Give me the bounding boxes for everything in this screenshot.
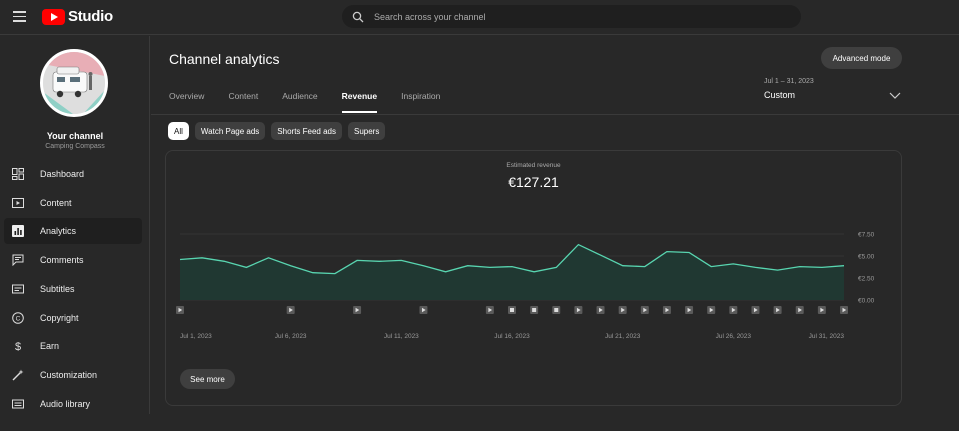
date-range-text: Jul 1 – 31, 2023 [764,78,814,85]
tab-inspiration[interactable]: Inspiration [401,91,440,113]
sidebar-item-label: Earn [40,341,59,351]
y-tick-label: €0.00 [858,298,875,305]
chip-all[interactable]: All [168,122,189,140]
date-choice-text: Custom [764,90,814,100]
x-tick-label: Jul 6, 2023 [275,333,307,340]
sidebar-item-analytics[interactable]: Analytics [4,218,142,244]
sidebar-item-subtitles[interactable]: Subtitles [4,276,142,302]
sidebar-item-copyright[interactable]: C Copyright [4,305,142,331]
shorts-icon [554,308,558,312]
metric-value: €127.21 [166,174,901,190]
sidebar: Your channel Camping Compass Dashboard C… [0,36,150,414]
chip-watch-page-ads[interactable]: Watch Page ads [195,122,265,140]
y-tick-label: €7.50 [858,232,875,239]
main-content: Channel analytics Advanced mode Overview… [151,36,959,414]
y-tick-label: €5.00 [858,254,875,261]
comments-icon [12,254,24,266]
studio-logo[interactable]: Studio [42,8,113,25]
sidebar-item-label: Audio library [40,399,90,409]
channel-label: Your channel [0,131,150,141]
channel-avatar[interactable] [40,49,108,117]
sidebar-item-dashboard[interactable]: Dashboard [4,161,142,187]
sidebar-item-audio-library[interactable]: Audio library [4,391,142,417]
search-placeholder: Search across your channel [374,12,486,22]
sidebar-item-label: Dashboard [40,169,84,179]
earn-icon: $ [12,340,24,352]
x-tick-label: Jul 26, 2023 [716,333,752,340]
date-range-picker[interactable]: Jul 1 – 31, 2023 Custom [764,78,814,100]
area-fill [180,245,844,300]
x-tick-label: Jul 1, 2023 [180,333,212,340]
chip-shorts-feed-ads[interactable]: Shorts Feed ads [271,122,342,140]
sidebar-item-comments[interactable]: Comments [4,247,142,273]
tab-revenue[interactable]: Revenue [342,91,377,113]
sidebar-item-label: Content [40,198,72,208]
menu-icon[interactable] [13,11,26,22]
sidebar-item-label: Subtitles [40,284,75,294]
content-icon [12,197,24,209]
channel-name: Camping Compass [0,143,150,150]
revenue-card: Estimated revenue €127.21 €0.00 €2.50 €5.0… [165,150,902,406]
x-tick-label: Jul 31, 2023 [809,333,845,340]
tab-bar: Overview Content Audience Revenue Inspir… [169,91,464,113]
see-more-button[interactable]: See more [180,369,235,389]
tab-content[interactable]: Content [228,91,258,113]
sidebar-item-label: Copyright [40,313,79,323]
youtube-play-icon [42,9,65,25]
svg-text:$: $ [15,341,21,352]
customization-icon [12,369,24,381]
tab-audience[interactable]: Audience [282,91,317,113]
shorts-icon [532,308,536,312]
analytics-icon [12,225,24,237]
audio-library-icon [12,398,24,410]
sidebar-item-earn[interactable]: $ Earn [4,333,142,359]
x-tick-label: Jul 11, 2023 [384,333,419,340]
search-icon [352,11,364,23]
svg-text:C: C [16,315,21,322]
chevron-down-icon[interactable] [889,89,901,107]
logo-text: Studio [68,8,113,25]
page-title: Channel analytics [169,51,280,67]
x-tick-label: Jul 16, 2023 [494,333,530,340]
sidebar-item-label: Comments [40,255,84,265]
tab-overview[interactable]: Overview [169,91,204,113]
y-tick-label: €2.50 [858,276,875,283]
sidebar-item-label: Analytics [40,226,76,236]
chip-supers[interactable]: Supers [348,122,385,140]
tab-divider [151,114,959,115]
x-tick-label: Jul 21, 2023 [605,333,641,340]
advanced-mode-button[interactable]: Advanced mode [821,47,902,69]
sidebar-item-customization[interactable]: Customization [4,362,142,388]
sidebar-item-content[interactable]: Content [4,190,142,216]
revenue-chart: €0.00 €2.50 €5.00 €7.50 Jul 1, 2023 Jul 6, 20… [166,231,901,431]
shorts-icon [510,308,514,312]
dashboard-icon [12,168,24,180]
search-input[interactable]: Search across your channel [342,5,801,28]
top-bar: Studio Search across your channel [0,0,959,35]
subtitles-icon [12,283,24,295]
revenue-source-chips: All Watch Page ads Shorts Feed ads Super… [168,122,391,140]
copyright-icon: C [12,312,24,324]
sidebar-item-label: Customization [40,370,97,380]
metric-label: Estimated revenue [166,162,901,169]
